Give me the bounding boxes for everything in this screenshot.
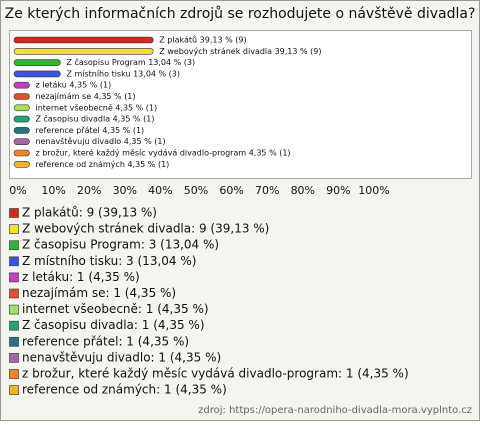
legend-label: z brožur, které každý měsíc vydává divad…: [22, 367, 409, 381]
value-label: internet všeobecně 4,35 % (1): [35, 102, 157, 112]
bar: [13, 138, 30, 145]
value-label: nezajímám se 4,35 % (1): [35, 92, 135, 101]
bar: [13, 127, 30, 134]
bar: [13, 149, 30, 157]
legend-label: internet všeobecně: 1 (4,35 %): [22, 302, 209, 316]
x-tick-label: 50%: [184, 184, 208, 197]
legend-label: nezajímám se: 1 (4,35 %): [22, 286, 176, 300]
legend-label: Z časopisu divadla: 1 (4,35 %): [22, 318, 205, 332]
x-tick-label: 20%: [77, 184, 101, 197]
plot-area: [9, 30, 472, 179]
x-tick-label: 70%: [255, 184, 279, 197]
legend-label: nenavštěvuju divadlo: 1 (4,35 %): [22, 350, 221, 364]
x-tick-label: 0%: [9, 184, 26, 197]
legend-label: Z webových stránek divadla: 9 (39,13 %): [22, 222, 269, 236]
value-label: z letáku 4,35 % (1): [35, 81, 111, 90]
bar: [13, 104, 30, 112]
value-label: Z webových stránek divadla 39,13 % (9): [159, 47, 321, 56]
bar: [13, 115, 30, 123]
x-tick-label: 90%: [326, 184, 350, 197]
legend-swatch: [9, 240, 19, 251]
value-label: Z plakátů 39,13 % (9): [159, 35, 246, 45]
x-tick-label: 30%: [113, 184, 137, 197]
x-tick-label: 10%: [41, 184, 65, 197]
value-label: Z časopisu Program 13,04 % (3): [66, 57, 195, 67]
legend-swatch: [9, 369, 19, 379]
bar: [13, 161, 30, 168]
bar: [13, 47, 154, 55]
x-tick-label: 60%: [219, 184, 243, 197]
legend-label: Z časopisu Program: 3 (13,04 %): [22, 238, 219, 252]
value-label: reference přátel 4,35 % (1): [35, 126, 144, 135]
chart-title: Ze kterých informačních zdrojů se rozhod…: [5, 6, 476, 22]
legend-swatch: [9, 224, 19, 234]
bar: [13, 81, 30, 89]
legend-label: Z plakátů: 9 (39,13 %): [22, 206, 157, 220]
legend-label: Z místního tisku: 3 (13,04 %): [22, 254, 196, 268]
legend-label: z letáku: 1 (4,35 %): [22, 270, 140, 284]
legend-swatch: [9, 385, 19, 395]
bar: [13, 70, 61, 78]
value-label: Z místního tisku 13,04 % (3): [66, 69, 180, 78]
legend-label: reference od známých: 1 (4,35 %): [22, 383, 227, 397]
legend-swatch: [9, 208, 19, 218]
source: zdroj: https://opera-narodniho-divadla-m…: [198, 405, 472, 416]
bar: [13, 36, 154, 44]
legend-swatch: [9, 272, 19, 283]
x-tick-label: 40%: [148, 184, 172, 197]
value-label: nenavštěvuju divadlo 4,35 % (1): [35, 136, 165, 146]
x-tick-label: 100%: [358, 184, 389, 197]
legend-swatch: [9, 304, 19, 315]
x-tick-label: 80%: [291, 184, 315, 197]
value-label: z brožur, které každý měsíc vydává divad…: [35, 148, 290, 158]
legend-label: reference přátel: 1 (4,35 %): [22, 334, 189, 348]
legend-swatch: [9, 320, 19, 331]
value-label: reference od známých 4,35 % (1): [35, 160, 169, 169]
legend-swatch: [9, 256, 19, 267]
legend-swatch: [9, 353, 19, 363]
value-label: Z časopisu divadla 4,35 % (1): [35, 114, 154, 124]
bar: [13, 59, 61, 66]
legend-swatch: [9, 336, 19, 347]
bar: [13, 93, 30, 100]
legend-swatch: [9, 288, 19, 299]
